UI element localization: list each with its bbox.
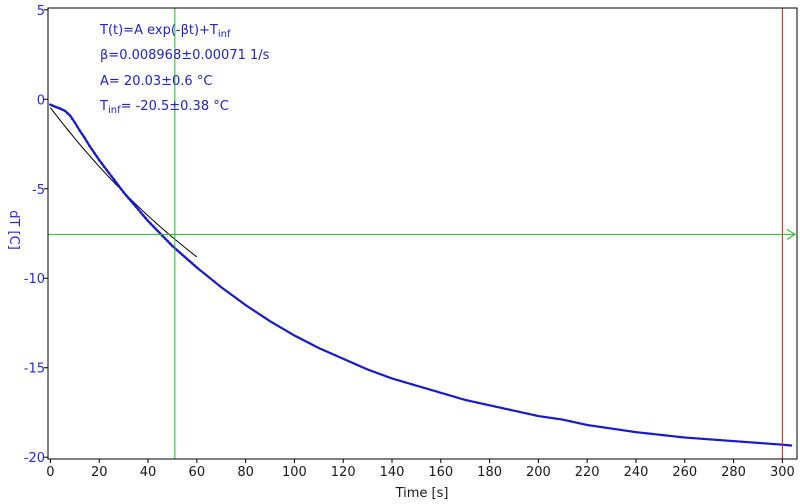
data-point xyxy=(144,216,147,220)
data-point xyxy=(88,144,91,148)
data-point xyxy=(124,193,128,197)
data-point xyxy=(63,109,67,113)
x-tick-label: 120 xyxy=(331,465,356,480)
y-tick-label: 5 xyxy=(37,4,45,19)
data-point xyxy=(166,239,169,243)
data-point xyxy=(185,257,189,261)
x-tick-label: 260 xyxy=(672,465,697,480)
x-tick-label: 80 xyxy=(237,465,254,480)
y-tick-label: 0 xyxy=(37,93,45,108)
data-point xyxy=(93,151,96,155)
data-point xyxy=(119,187,123,191)
x-tick-label: 200 xyxy=(526,465,551,480)
y-tick-label: -5 xyxy=(32,183,45,198)
data-point xyxy=(180,253,184,256)
data-point xyxy=(51,104,55,108)
y-tick-label: -20 xyxy=(24,451,45,466)
data-point xyxy=(75,125,79,128)
data-point xyxy=(183,255,186,259)
data-point xyxy=(190,261,194,265)
data-point xyxy=(85,140,89,144)
data-point xyxy=(73,121,77,124)
data-point xyxy=(161,234,164,238)
data-point xyxy=(95,155,99,158)
x-tick-label: 20 xyxy=(91,465,108,480)
data-point xyxy=(97,158,101,162)
data-point xyxy=(151,224,155,228)
data-point xyxy=(54,105,57,109)
data-point xyxy=(171,244,174,248)
data-point xyxy=(176,249,179,252)
x-tick-label: 100 xyxy=(282,465,307,480)
data-point xyxy=(66,111,69,115)
data-point xyxy=(56,106,60,109)
data-point xyxy=(132,202,135,206)
data-point xyxy=(80,132,84,136)
cursor-group[interactable] xyxy=(48,8,796,459)
y-tick-label: -10 xyxy=(24,272,45,287)
data-point xyxy=(105,168,108,172)
data-point xyxy=(154,227,157,230)
plot-frame xyxy=(47,7,798,460)
y-tick-label: -15 xyxy=(24,362,45,377)
data-point xyxy=(163,237,167,240)
formula-annotation: T(t)=A exp(-βt)+Tinf xyxy=(99,23,231,40)
y-axis: 5 0 -5 -10 -15 -20 xyxy=(24,4,48,466)
data-point xyxy=(68,114,72,117)
cursor-arrow-icon[interactable] xyxy=(786,228,796,240)
data-point xyxy=(149,222,152,225)
data-point xyxy=(168,242,172,245)
x-axis-label: Time [s] xyxy=(395,486,449,501)
data-point xyxy=(134,205,138,208)
data-point xyxy=(146,219,150,223)
data-point xyxy=(127,196,130,200)
data-point xyxy=(156,229,160,233)
data-point xyxy=(136,208,140,211)
tinf-annotation: Tinf= -20.5±0.38 °C xyxy=(99,99,229,116)
data-point xyxy=(107,171,111,175)
x-tick-label: 280 xyxy=(721,465,746,480)
data-point xyxy=(102,165,106,168)
x-tick-label: 0 xyxy=(46,465,54,480)
x-tick-label: 140 xyxy=(380,465,405,480)
x-tick-label: 300 xyxy=(770,465,795,480)
data-point xyxy=(49,103,52,106)
data-point xyxy=(110,174,113,178)
data-point xyxy=(193,264,196,267)
x-tick-label: 60 xyxy=(189,465,206,480)
data-point xyxy=(178,251,182,254)
data-point xyxy=(90,148,94,151)
data-point xyxy=(100,162,103,165)
data-point xyxy=(115,181,118,184)
data-point xyxy=(83,136,86,140)
data-point xyxy=(112,178,116,181)
data-point xyxy=(188,259,191,263)
data-point xyxy=(122,191,125,194)
data-point xyxy=(71,117,74,121)
y-axis-label: dT [C] xyxy=(6,210,21,250)
data-point xyxy=(61,108,64,112)
x-tick-label: 240 xyxy=(624,465,649,480)
data-point xyxy=(129,199,133,203)
x-tick-label: 40 xyxy=(140,465,157,480)
x-axis: 0 20 40 60 80 100 120 140 160 180 200 220 240 260 280 3… xyxy=(46,459,795,480)
x-tick-label: 220 xyxy=(575,465,600,480)
data-point xyxy=(139,211,143,214)
data-point xyxy=(58,107,62,110)
data-series-group xyxy=(49,103,793,447)
data-point xyxy=(141,213,145,217)
beta-annotation: β=0.008968±0.00071 1/s xyxy=(100,48,270,63)
data-point xyxy=(78,129,82,132)
x-tick-label: 160 xyxy=(428,465,453,480)
x-tick-label: 180 xyxy=(477,465,502,480)
data-point xyxy=(117,184,121,188)
amplitude-annotation: A= 20.03±0.6 °C xyxy=(100,74,212,89)
data-point xyxy=(195,266,199,269)
